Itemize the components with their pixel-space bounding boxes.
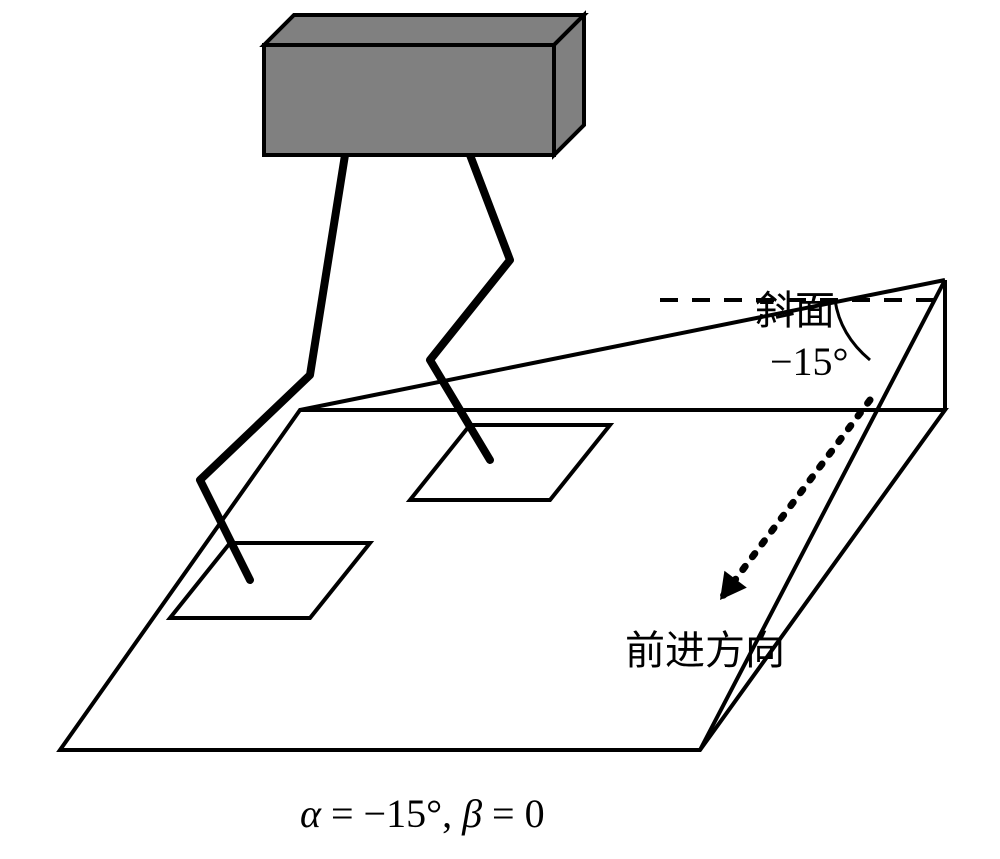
beta-symbol: β (462, 791, 482, 836)
formula-eq1: = −15°, (321, 791, 462, 836)
leg-left (200, 155, 345, 580)
robot-body (264, 15, 584, 155)
ground-plane (60, 410, 945, 750)
slope-label: 斜面 (755, 278, 835, 336)
diagram-canvas (0, 0, 1000, 859)
foot-right (410, 425, 610, 500)
alpha-symbol: α (300, 791, 321, 836)
formula-label: α = −15°, β = 0 (300, 790, 545, 837)
direction-label: 前进方向 (625, 618, 785, 676)
formula-eq2: = 0 (482, 791, 545, 836)
angle-label: −15° (770, 338, 849, 385)
leg-right (430, 155, 510, 460)
